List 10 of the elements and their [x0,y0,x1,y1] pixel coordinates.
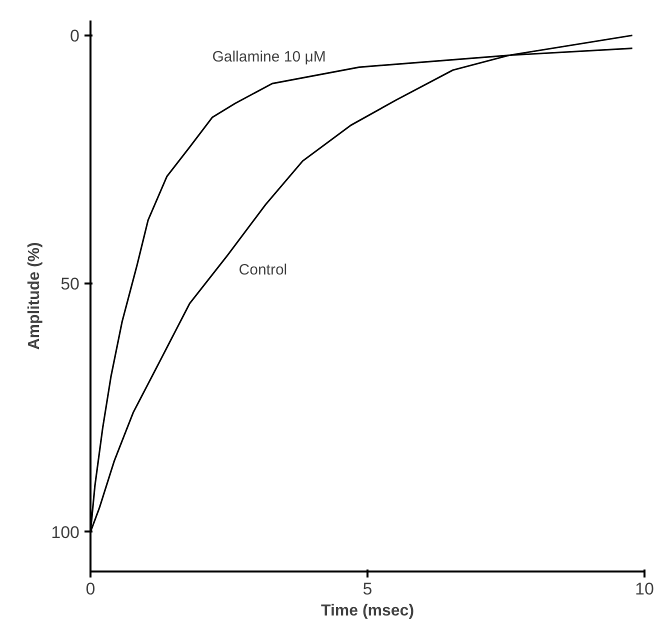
y-tick-label: 100 [51,522,80,542]
series-label: Gallamine 10 μM [212,48,326,66]
x-tick-label: 0 [86,580,96,598]
y-tick-label: 0 [70,26,80,46]
y-tick-label: 50 [60,274,80,294]
y-axis-title: Amplitude (%) [26,242,44,350]
series-label: Control [238,261,288,278]
x-tick-label: 10 [635,580,654,598]
x-axis-title: Time (msec) [320,602,414,620]
x-tick-label: 5 [362,580,372,598]
